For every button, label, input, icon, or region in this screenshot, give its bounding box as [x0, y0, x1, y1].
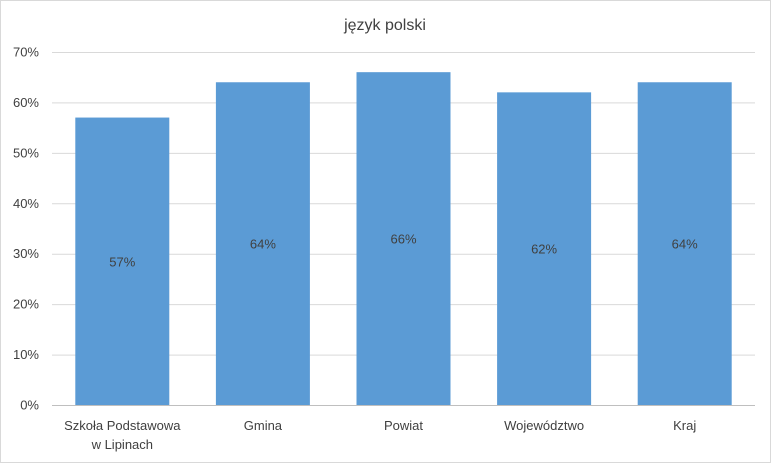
- bar: [637, 82, 732, 405]
- bar: [75, 117, 170, 406]
- bar: [215, 82, 310, 405]
- data-label: 62%: [531, 242, 557, 257]
- y-tick-label: 50%: [13, 145, 39, 160]
- bar: [356, 72, 451, 406]
- bars: [75, 72, 732, 406]
- data-label: 66%: [390, 232, 416, 247]
- x-axis-categories: Szkoła Podstawowa w Lipinach Gmina Powiat Wo…: [64, 418, 696, 452]
- category-label: Powiat: [384, 418, 423, 433]
- data-labels: 57% 64% 66% 62% 64%: [109, 232, 698, 270]
- category-label: Gmina: [244, 418, 283, 433]
- bar: [497, 92, 592, 405]
- chart-title: język polski: [343, 17, 426, 34]
- category-label: Szkoła Podstawowa w Lipinach: [64, 418, 181, 452]
- category-label: Kraj: [673, 418, 696, 433]
- y-axis-ticks: 0% 10% 20% 30% 40% 50% 60% 70%: [13, 45, 39, 413]
- y-tick-label: 40%: [13, 196, 39, 211]
- data-label: 57%: [109, 254, 135, 269]
- y-tick-label: 30%: [13, 246, 39, 261]
- y-tick-label: 0%: [20, 398, 39, 413]
- y-tick-label: 10%: [13, 347, 39, 362]
- y-tick-label: 60%: [13, 95, 39, 110]
- category-label: Województwo: [504, 418, 584, 433]
- data-label: 64%: [250, 237, 276, 252]
- y-tick-label: 20%: [13, 297, 39, 312]
- data-label: 64%: [672, 237, 698, 252]
- y-tick-label: 70%: [13, 45, 39, 60]
